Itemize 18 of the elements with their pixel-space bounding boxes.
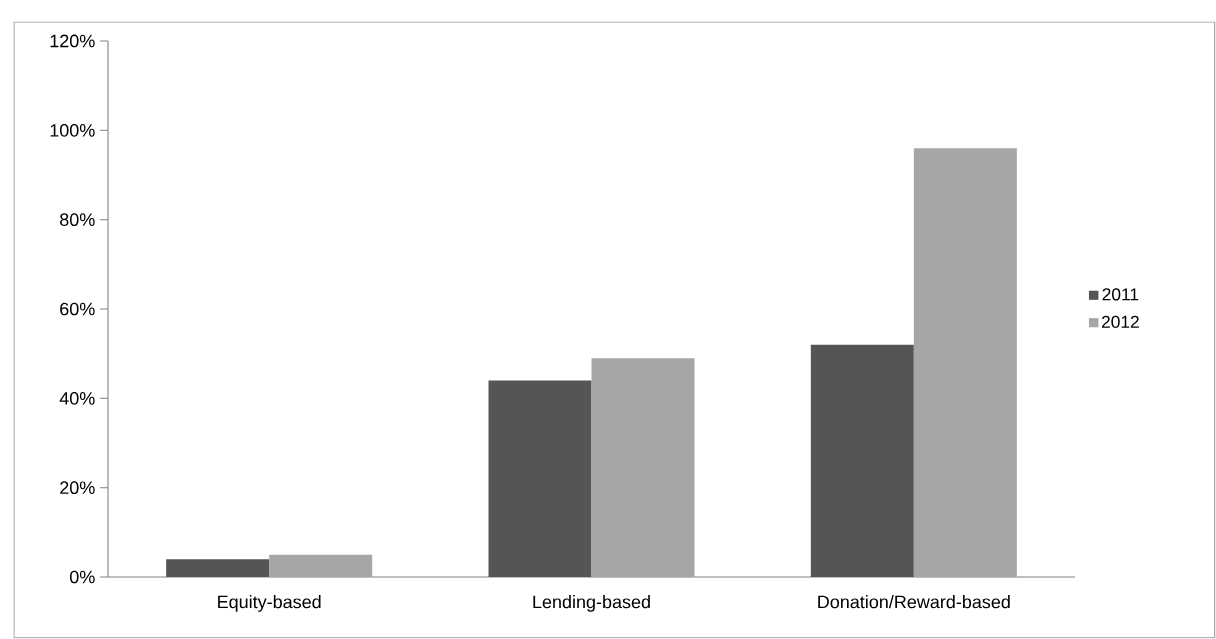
bar bbox=[591, 358, 695, 577]
legend-label: 2011 bbox=[1102, 288, 1139, 301]
bar bbox=[810, 344, 914, 577]
bar bbox=[913, 148, 1017, 577]
bar bbox=[488, 380, 592, 577]
x-tick-label: Equity-based bbox=[218, 595, 321, 612]
x-tick-label: Donation/Reward-based bbox=[818, 595, 1010, 609]
bar bbox=[269, 554, 373, 577]
y-tick-label: 20% bbox=[60, 481, 95, 495]
legend-label: 2012 bbox=[1101, 315, 1139, 328]
y-tick-label: 60% bbox=[60, 302, 95, 316]
y-tick-label: 100% bbox=[50, 123, 95, 137]
bar bbox=[166, 559, 270, 577]
y-tick-label: 120% bbox=[50, 34, 95, 48]
y-tick-label: 40% bbox=[59, 391, 95, 405]
y-tick-label: 80% bbox=[60, 213, 95, 227]
x-tick-label: Lending-based bbox=[533, 595, 650, 612]
y-tick-label: 0% bbox=[69, 570, 95, 584]
